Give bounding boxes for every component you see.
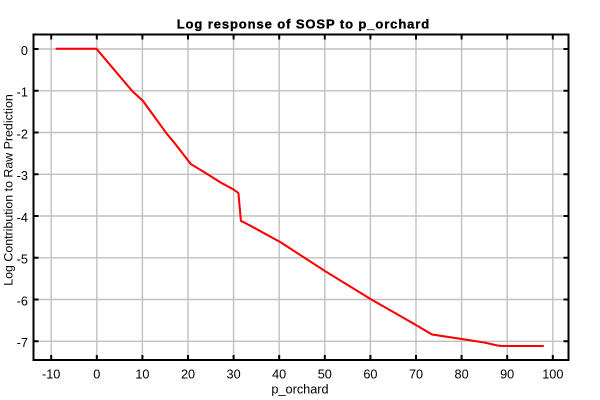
svg-text:-3: -3 — [17, 169, 28, 183]
svg-text:50: 50 — [318, 368, 332, 382]
svg-text:80: 80 — [455, 368, 469, 382]
svg-text:-1: -1 — [17, 86, 28, 100]
svg-text:10: 10 — [135, 368, 149, 382]
svg-text:Log response of SOSP to p_orch: Log response of SOSP to p_orchard — [177, 16, 430, 31]
svg-text:90: 90 — [500, 368, 514, 382]
svg-text:100: 100 — [542, 368, 563, 382]
svg-text:-6: -6 — [17, 294, 28, 308]
svg-text:20: 20 — [181, 368, 195, 382]
svg-text:p_orchard: p_orchard — [271, 383, 328, 397]
svg-text:-2: -2 — [17, 127, 28, 141]
svg-text:70: 70 — [409, 368, 423, 382]
svg-text:-4: -4 — [17, 211, 28, 225]
svg-text:0: 0 — [93, 368, 100, 382]
svg-text:0: 0 — [21, 44, 28, 58]
svg-text:30: 30 — [227, 368, 241, 382]
svg-text:40: 40 — [272, 368, 286, 382]
svg-text:-7: -7 — [17, 336, 28, 350]
svg-text:-10: -10 — [42, 368, 60, 382]
svg-text:-5: -5 — [17, 253, 28, 267]
svg-text:60: 60 — [363, 368, 377, 382]
svg-text:Log Contribution to Raw Predic: Log Contribution to Raw Prediction — [2, 94, 16, 286]
